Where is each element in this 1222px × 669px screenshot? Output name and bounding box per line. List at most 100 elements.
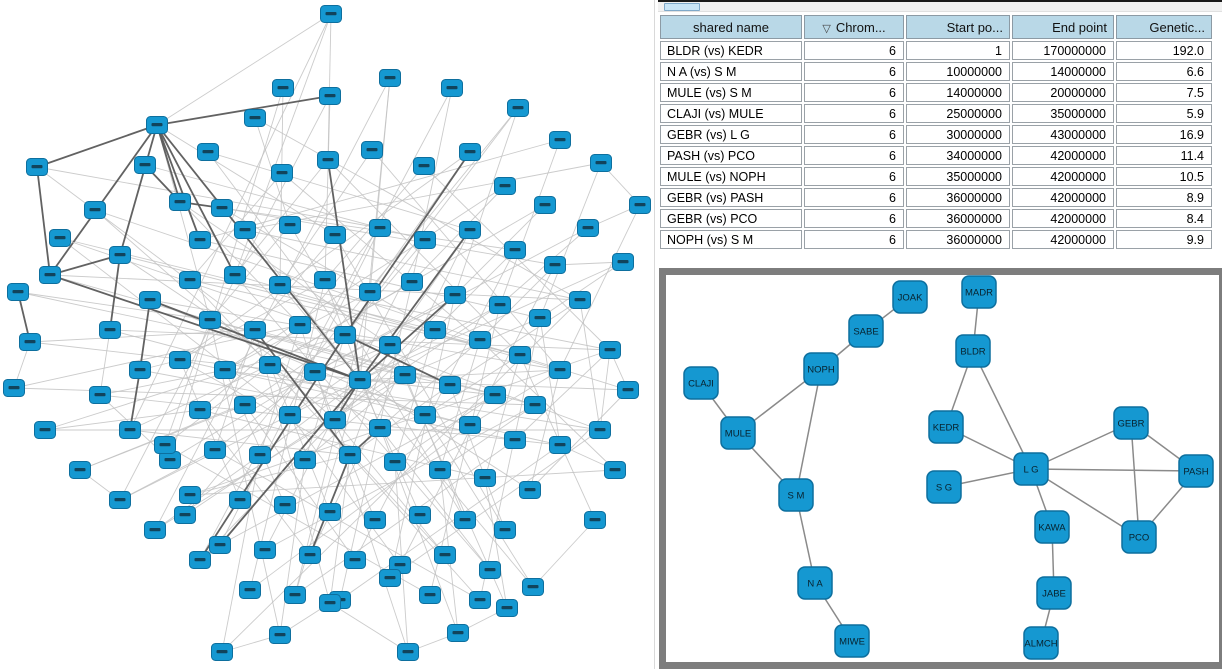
network-node[interactable] — [89, 386, 111, 404]
network-node[interactable] — [434, 546, 456, 564]
table-row[interactable]: MULE (vs) NOPH 6 35000000 42000000 10.5 — [660, 167, 1212, 186]
table-cell[interactable]: MULE (vs) S M — [660, 83, 802, 102]
network-node[interactable] — [179, 271, 201, 289]
node-shape[interactable] — [848, 314, 884, 348]
network-node-s-m[interactable]: S M — [778, 478, 814, 512]
table-cell[interactable]: 6.6 — [1116, 62, 1212, 81]
network-node[interactable] — [224, 266, 246, 284]
node-shape[interactable] — [961, 275, 997, 309]
network-node-sabe[interactable]: SABE — [848, 314, 884, 348]
network-node[interactable] — [26, 158, 48, 176]
network-node[interactable] — [189, 231, 211, 249]
network-node[interactable] — [379, 336, 401, 354]
network-node[interactable] — [334, 326, 356, 344]
network-node[interactable] — [507, 99, 529, 117]
table-cell[interactable]: 6 — [804, 209, 904, 228]
network-node[interactable] — [259, 356, 281, 374]
network-node[interactable] — [271, 164, 293, 182]
table-cell[interactable]: 9.9 — [1116, 230, 1212, 249]
table-cell[interactable]: 10.5 — [1116, 167, 1212, 186]
node-shape[interactable] — [834, 624, 870, 658]
table-row[interactable]: GEBR (vs) PCO 6 36000000 42000000 8.4 — [660, 209, 1212, 228]
network-node[interactable] — [39, 266, 61, 284]
network-node[interactable] — [159, 451, 181, 469]
node-shape[interactable] — [803, 352, 839, 386]
network-node-pash[interactable]: PASH — [1178, 454, 1214, 488]
network-node[interactable] — [244, 321, 266, 339]
table-row[interactable]: CLAJI (vs) MULE 6 25000000 35000000 5.9 — [660, 104, 1212, 123]
network-node[interactable] — [599, 341, 621, 359]
node-shape[interactable] — [683, 366, 719, 400]
network-node[interactable] — [319, 503, 341, 521]
table-cell[interactable]: 170000000 — [1012, 41, 1114, 60]
network-node-kedr[interactable]: KEDR — [928, 410, 964, 444]
network-node[interactable] — [109, 246, 131, 264]
table-cell[interactable]: 6 — [804, 188, 904, 207]
network-node[interactable] — [629, 196, 651, 214]
network-node[interactable] — [189, 551, 211, 569]
table-cell[interactable]: MULE (vs) NOPH — [660, 167, 802, 186]
network-node[interactable] — [229, 491, 251, 509]
node-shape[interactable] — [1023, 626, 1059, 660]
table-cell[interactable]: BLDR (vs) KEDR — [660, 41, 802, 60]
column-header-start-point[interactable]: Start po... — [906, 15, 1010, 39]
network-node[interactable] — [134, 156, 156, 174]
network-node[interactable] — [359, 283, 381, 301]
network-node[interactable] — [319, 594, 341, 612]
network-node[interactable] — [324, 226, 346, 244]
network-node[interactable] — [279, 216, 301, 234]
node-shape[interactable] — [797, 566, 833, 600]
network-node[interactable] — [369, 419, 391, 437]
network-node[interactable] — [369, 219, 391, 237]
network-node[interactable] — [249, 446, 271, 464]
network-node[interactable] — [549, 436, 571, 454]
table-cell[interactable]: 34000000 — [906, 146, 1010, 165]
network-node-l-g[interactable]: L G — [1013, 452, 1049, 486]
network-node-madr[interactable]: MADR — [961, 275, 997, 309]
table-cell[interactable]: 35000000 — [906, 167, 1010, 186]
network-node[interactable] — [604, 461, 626, 479]
network-node[interactable] — [211, 643, 233, 661]
network-node[interactable] — [209, 536, 231, 554]
network-node[interactable] — [444, 286, 466, 304]
network-node[interactable] — [459, 416, 481, 434]
node-shape[interactable] — [1121, 520, 1157, 554]
network-node[interactable] — [234, 221, 256, 239]
network-node[interactable] — [364, 511, 386, 529]
table-cell[interactable]: 7.5 — [1116, 83, 1212, 102]
network-node[interactable] — [279, 406, 301, 424]
table-cell[interactable]: 6 — [804, 146, 904, 165]
node-shape[interactable] — [892, 280, 928, 314]
network-node[interactable] — [379, 69, 401, 87]
network-node[interactable] — [272, 79, 294, 97]
table-cell[interactable]: PASH (vs) PCO — [660, 146, 802, 165]
network-node[interactable] — [569, 291, 591, 309]
network-node[interactable] — [339, 446, 361, 464]
network-node[interactable] — [413, 157, 435, 175]
network-node[interactable] — [284, 586, 306, 604]
network-node[interactable] — [409, 506, 431, 524]
network-node[interactable] — [7, 283, 29, 301]
network-node-pco[interactable]: PCO — [1121, 520, 1157, 554]
network-node[interactable] — [617, 381, 639, 399]
network-node[interactable] — [524, 396, 546, 414]
node-shape[interactable] — [926, 470, 962, 504]
table-cell[interactable]: 42000000 — [1012, 209, 1114, 228]
network-node[interactable] — [424, 321, 446, 339]
network-node[interactable] — [269, 276, 291, 294]
network-node[interactable] — [274, 496, 296, 514]
table-cell[interactable]: 10000000 — [906, 62, 1010, 81]
table-cell[interactable]: 35000000 — [1012, 104, 1114, 123]
network-node[interactable] — [509, 346, 531, 364]
table-cell[interactable]: 11.4 — [1116, 146, 1212, 165]
network-edge[interactable] — [1130, 422, 1140, 538]
overview-network-canvas[interactable] — [0, 0, 655, 669]
table-row[interactable]: GEBR (vs) L G 6 30000000 43000000 16.9 — [660, 125, 1212, 144]
network-node[interactable] — [459, 221, 481, 239]
overview-network-panel[interactable] — [0, 0, 655, 669]
network-node[interactable] — [3, 379, 25, 397]
node-shape[interactable] — [1113, 406, 1149, 440]
node-shape[interactable] — [778, 478, 814, 512]
table-row[interactable]: PASH (vs) PCO 6 34000000 42000000 11.4 — [660, 146, 1212, 165]
column-header-chromosome[interactable]: ▽ Chrom... — [804, 15, 904, 39]
